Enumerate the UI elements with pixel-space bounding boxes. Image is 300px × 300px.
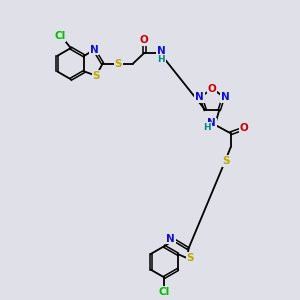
Text: N: N — [90, 45, 98, 55]
Text: H: H — [203, 123, 211, 132]
Text: S: S — [187, 253, 194, 263]
Text: N: N — [157, 46, 166, 56]
Text: O: O — [140, 35, 148, 45]
Text: O: O — [239, 123, 248, 133]
Text: N: N — [220, 92, 230, 102]
Text: Cl: Cl — [158, 287, 170, 297]
Text: Cl: Cl — [54, 31, 66, 41]
Text: S: S — [223, 156, 230, 166]
Text: H: H — [158, 55, 165, 64]
Text: S: S — [114, 59, 122, 69]
Text: N: N — [207, 118, 216, 128]
Text: S: S — [92, 71, 100, 81]
Text: O: O — [208, 84, 217, 94]
Text: N: N — [195, 92, 204, 102]
Text: N: N — [166, 234, 175, 244]
